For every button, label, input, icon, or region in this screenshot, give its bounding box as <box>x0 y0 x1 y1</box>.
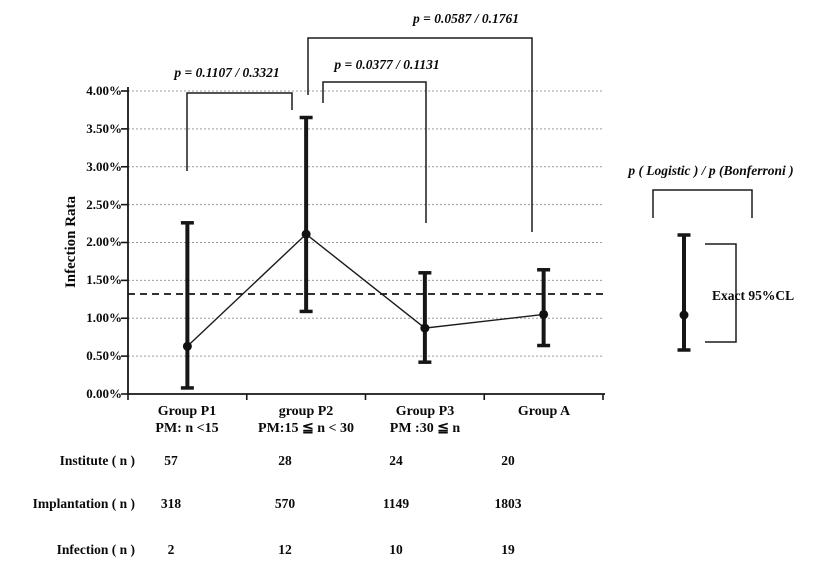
table-row-label: Infection ( n ) <box>56 542 135 557</box>
y-tick-label: 1.50% <box>86 272 122 287</box>
category-line2: PM:15 ≦ n < 30 <box>258 421 354 436</box>
table-cell: 1803 <box>494 496 522 511</box>
legend-ci-bracket <box>705 243 737 343</box>
legend-title: p ( Logistic ) / p (Bonferroni ) <box>628 163 794 178</box>
y-tick-label: 3.00% <box>86 159 122 174</box>
table-cell: 12 <box>278 542 292 557</box>
y-tick-label: 0.00% <box>86 386 122 401</box>
category-line2: PM :30 ≦ n <box>389 421 461 436</box>
table-cell: 28 <box>278 453 292 468</box>
category-line1: Group P3 <box>395 404 455 419</box>
category-line1: group P2 <box>278 404 334 419</box>
category-line1: Group A <box>517 404 571 419</box>
y-tick-label: 4.00% <box>86 83 122 98</box>
p-value-annotation: p = 0.0587 / 0.1761 <box>413 11 519 26</box>
legend-p-bracket <box>652 189 753 218</box>
data-point-dot <box>301 229 311 239</box>
category-line2: PM: n <15 <box>155 421 219 436</box>
table-cell: 570 <box>274 496 296 511</box>
table-cell: 24 <box>389 453 403 468</box>
table-cell: 57 <box>164 453 178 468</box>
data-point-dot <box>539 309 549 319</box>
table-cell: 20 <box>501 453 515 468</box>
y-tick-label: 2.00% <box>86 234 122 249</box>
table-cell: 318 <box>160 496 182 511</box>
y-tick-label: 0.50% <box>86 348 122 363</box>
x-category-label: Group P3 PM :30 ≦ n <box>350 403 500 437</box>
data-point-dot <box>182 341 192 351</box>
y-tick-label: 3.50% <box>86 121 122 136</box>
x-category-label: Group A <box>469 403 619 420</box>
p-value-annotation: p = 0.1107 / 0.3321 <box>174 65 280 80</box>
table-cell: 1149 <box>382 496 410 511</box>
p-value-annotation: p = 0.0377 / 0.1131 <box>334 57 440 72</box>
category-line1: Group P1 <box>157 404 217 419</box>
legend-data-point-dot <box>679 310 689 320</box>
y-tick-label: 2.50% <box>86 197 122 212</box>
legend-ci-label: Exact 95%CL <box>712 288 795 303</box>
table-row-label: Institute ( n ) <box>59 453 135 468</box>
significance-bracket <box>307 37 533 232</box>
table-row-label: Implantation ( n ) <box>32 496 135 511</box>
table-cell: 19 <box>501 542 515 557</box>
table-cell: 2 <box>167 542 175 557</box>
significance-bracket <box>186 92 293 171</box>
x-category-label: Group P1 PM: n <15 <box>112 403 262 437</box>
x-category-label: group P2 PM:15 ≦ n < 30 <box>231 403 381 437</box>
y-tick-label: 1.00% <box>86 310 122 325</box>
series-line <box>186 233 544 347</box>
significance-bracket <box>322 81 427 223</box>
data-point-dot <box>420 323 430 333</box>
table-cell: 10 <box>389 542 403 557</box>
